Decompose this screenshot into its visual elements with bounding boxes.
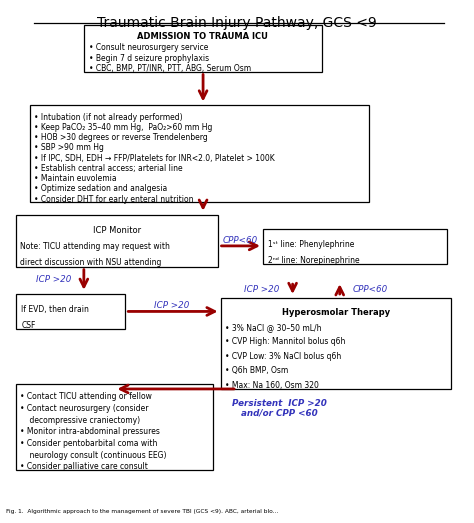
Text: • Maintain euvolemia: • Maintain euvolemia <box>35 174 117 183</box>
Text: • Contact neurosurgery (consider: • Contact neurosurgery (consider <box>20 404 149 413</box>
FancyBboxPatch shape <box>16 384 213 470</box>
Text: direct discussion with NSU attending: direct discussion with NSU attending <box>20 258 162 267</box>
Text: Note: TICU attending may request with: Note: TICU attending may request with <box>20 242 170 251</box>
Text: • Intubation (if not already performed): • Intubation (if not already performed) <box>35 113 183 122</box>
FancyBboxPatch shape <box>16 214 218 267</box>
Text: 1ˢᵗ line: Phenylephrine: 1ˢᵗ line: Phenylephrine <box>268 240 354 249</box>
Text: • Begin 7 d seizure prophylaxis: • Begin 7 d seizure prophylaxis <box>89 54 209 63</box>
Text: CSF: CSF <box>21 321 36 329</box>
Text: ICP >20: ICP >20 <box>154 301 190 310</box>
FancyBboxPatch shape <box>17 294 125 329</box>
Text: CPP<60: CPP<60 <box>223 236 258 245</box>
FancyBboxPatch shape <box>84 25 322 72</box>
Text: ICP >20: ICP >20 <box>36 275 71 284</box>
Text: • Q6h BMP, Osm: • Q6h BMP, Osm <box>225 366 289 376</box>
Text: 2ⁿᵈ line: Norepinephrine: 2ⁿᵈ line: Norepinephrine <box>268 256 359 265</box>
FancyBboxPatch shape <box>220 298 451 389</box>
Text: • Optimize sedation and analgesia: • Optimize sedation and analgesia <box>35 185 168 194</box>
Text: • CVP High: Mannitol bolus q6h: • CVP High: Mannitol bolus q6h <box>225 337 346 346</box>
Text: • CVP Low: 3% NaCl bolus q6h: • CVP Low: 3% NaCl bolus q6h <box>225 352 341 361</box>
Text: • CBC, BMP, PT/INR, PTT, ABG, Serum Osm: • CBC, BMP, PT/INR, PTT, ABG, Serum Osm <box>89 64 251 73</box>
Text: • Contact TICU attending or fellow: • Contact TICU attending or fellow <box>20 392 152 401</box>
Text: • Keep PaCO₂ 35–40 mm Hg,  PaO₂>60 mm Hg: • Keep PaCO₂ 35–40 mm Hg, PaO₂>60 mm Hg <box>35 123 213 132</box>
Text: Fig. 1.  Algorithmic approach to the management of severe TBI (GCS <9). ABC, art: Fig. 1. Algorithmic approach to the mana… <box>6 509 278 514</box>
Text: • Consider palliative care consult: • Consider palliative care consult <box>20 462 148 471</box>
Text: • If IPC, SDH, EDH → FFP/Platelets for INR<2.0, Platelet > 100K: • If IPC, SDH, EDH → FFP/Platelets for I… <box>35 154 275 163</box>
Text: • Consider DHT for early enteral nutrition: • Consider DHT for early enteral nutriti… <box>35 195 194 203</box>
Text: CPP<60: CPP<60 <box>352 285 388 293</box>
Text: • Consult neurosurgery service: • Consult neurosurgery service <box>89 43 208 52</box>
Text: ICP >20: ICP >20 <box>244 285 279 293</box>
Text: ADMISSION TO TRAUMA ICU: ADMISSION TO TRAUMA ICU <box>137 32 268 41</box>
Text: • Establish central access; arterial line: • Establish central access; arterial lin… <box>35 164 183 173</box>
Text: Hyperosmolar Therapy: Hyperosmolar Therapy <box>282 309 390 317</box>
Text: • Consider pentobarbital coma with: • Consider pentobarbital coma with <box>20 439 158 448</box>
Text: • SBP >90 mm Hg: • SBP >90 mm Hg <box>35 143 104 153</box>
Text: • Max: Na 160, Osm 320: • Max: Na 160, Osm 320 <box>225 381 319 390</box>
Text: Traumatic Brain Injury Pathway, GCS <9: Traumatic Brain Injury Pathway, GCS <9 <box>97 16 377 30</box>
Text: decompressive craniectomy): decompressive craniectomy) <box>20 415 140 425</box>
Text: • Monitor intra-abdominal pressures: • Monitor intra-abdominal pressures <box>20 427 160 436</box>
Text: If EVD, then drain: If EVD, then drain <box>21 305 89 314</box>
FancyBboxPatch shape <box>263 229 447 264</box>
Text: ICP Monitor: ICP Monitor <box>93 226 141 235</box>
Text: neurology consult (continuous EEG): neurology consult (continuous EEG) <box>20 450 167 460</box>
Text: • 3% NaCl @ 30–50 mL/h: • 3% NaCl @ 30–50 mL/h <box>225 323 322 332</box>
Text: • HOB >30 degrees or reverse Trendelenberg: • HOB >30 degrees or reverse Trendelenbe… <box>35 133 208 142</box>
Text: Persistent  ICP >20
and/or CPP <60: Persistent ICP >20 and/or CPP <60 <box>232 399 327 418</box>
FancyBboxPatch shape <box>30 106 369 202</box>
